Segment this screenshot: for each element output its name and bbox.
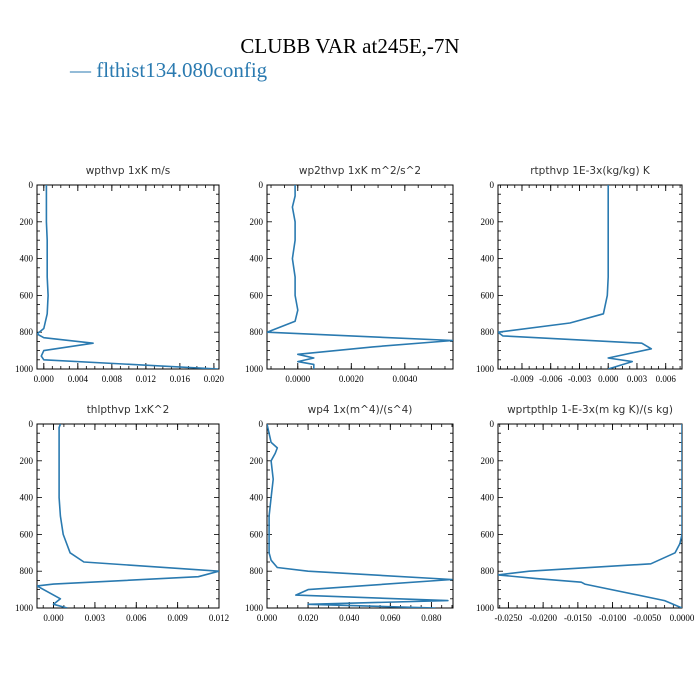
- y-tick-label: 0: [259, 180, 264, 190]
- y-tick-label: 0: [29, 419, 34, 429]
- y-tick-label: 1000: [476, 603, 495, 613]
- legend: — flthist134.080config: [70, 58, 267, 83]
- plot-frame: [266, 423, 454, 609]
- y-tick-label: 0: [29, 180, 34, 190]
- x-tick-label: 0.012: [209, 613, 229, 623]
- series-line-1: [498, 185, 653, 369]
- subplot-title: wp2thvp 1xK m^2/s^2: [299, 165, 421, 177]
- x-tick-label: 0.0040: [392, 374, 417, 384]
- y-tick-label: 200: [481, 217, 495, 227]
- y-tick-label: 400: [250, 254, 264, 264]
- x-tick-label: -0.003: [568, 374, 592, 384]
- x-tick-label: 0.004: [68, 374, 89, 384]
- plot-frame: [497, 184, 683, 370]
- x-tick-label: 0.000: [257, 613, 278, 623]
- subplot-title: wpthvp 1xK m/s: [86, 165, 171, 177]
- x-tick-label: 0.0000: [285, 374, 310, 384]
- y-tick-label: 800: [481, 327, 495, 337]
- x-tick-label: 0.000: [34, 374, 55, 384]
- y-tick-label: 600: [20, 290, 34, 300]
- legend-line-icon: —: [70, 58, 91, 82]
- subplot-2: wp2thvp 1xK m^2/s^2 0 200 400 600 800 1000 0.00…: [245, 165, 454, 384]
- y-tick-label: 600: [481, 290, 495, 300]
- y-tick-label: 400: [481, 254, 495, 264]
- x-tick-label: 0.020: [298, 613, 319, 623]
- series-line-1: [267, 424, 453, 608]
- y-tick-label: 1000: [245, 364, 264, 374]
- y-tick-label: 800: [20, 566, 34, 576]
- y-tick-label: 600: [250, 529, 264, 539]
- subplot-3: rtpthvp 1E-3x(kg/kg) K 0 200 400 600 800 1000 -…: [476, 165, 683, 384]
- y-tick-label: 600: [481, 529, 495, 539]
- y-tick-label: 200: [20, 456, 34, 466]
- subplot-title: rtpthvp 1E-3x(kg/kg) K: [530, 165, 651, 177]
- series-line-1: [37, 185, 219, 369]
- series-line-1: [37, 424, 219, 608]
- y-tick-label: 200: [481, 456, 495, 466]
- y-tick-label: 400: [250, 493, 264, 503]
- x-tick-label: 0.0020: [339, 374, 364, 384]
- y-tick-label: 400: [481, 493, 495, 503]
- x-tick-label: 0.006: [126, 613, 147, 623]
- subplot-title: wprtpthlp 1-E-3x(m kg K)/(s kg): [507, 404, 673, 416]
- legend-label: flthist134.080config: [96, 58, 268, 82]
- subplot-title: thlpthvp 1xK^2: [87, 404, 170, 416]
- x-tick-label: -0.0200: [529, 613, 557, 623]
- x-tick-label: 0.000: [43, 613, 64, 623]
- x-tick-label: 0.012: [136, 374, 156, 384]
- x-tick-label: -0.0250: [495, 613, 523, 623]
- x-tick-label: 0.080: [421, 613, 442, 623]
- y-tick-label: 0: [490, 419, 495, 429]
- x-tick-label: -0.0100: [599, 613, 627, 623]
- x-tick-label: -0.0150: [564, 613, 592, 623]
- subplot-6: wprtpthlp 1-E-3x(m kg K)/(s kg) 0 200 400 60…: [476, 404, 695, 623]
- x-tick-label: 0.003: [85, 613, 106, 623]
- x-tick-label: 0.040: [339, 613, 360, 623]
- y-tick-label: 0: [259, 419, 264, 429]
- y-tick-label: 200: [250, 217, 264, 227]
- y-tick-label: 400: [20, 493, 34, 503]
- x-tick-label: 0.006: [656, 374, 677, 384]
- subplot-4: thlpthvp 1xK^2 0 200 400 600 800 1000 0.000 0.00…: [15, 404, 229, 623]
- x-tick-label: -0.0050: [633, 613, 661, 623]
- y-tick-label: 600: [250, 290, 264, 300]
- x-tick-label: 0.0000: [670, 613, 695, 623]
- x-tick-label: 0.009: [168, 613, 189, 623]
- subplot-title: wp4 1x(m^4)/(s^4): [308, 404, 413, 416]
- x-tick-label: -0.009: [510, 374, 534, 384]
- y-tick-label: 1000: [476, 364, 495, 374]
- x-tick-label: 0.008: [102, 374, 123, 384]
- y-tick-label: 800: [250, 566, 264, 576]
- y-tick-label: 800: [250, 327, 264, 337]
- plot-frame: [497, 423, 683, 609]
- y-tick-label: 0: [490, 180, 495, 190]
- y-tick-label: 200: [250, 456, 264, 466]
- x-tick-label: 0.000: [598, 374, 619, 384]
- figure-title: CLUBB VAR at245E,-7N: [240, 34, 460, 58]
- x-tick-label: 0.003: [627, 374, 648, 384]
- x-tick-label: -0.006: [539, 374, 563, 384]
- x-tick-label: 0.016: [170, 374, 191, 384]
- y-tick-label: 800: [481, 566, 495, 576]
- y-tick-label: 1000: [245, 603, 264, 613]
- y-tick-label: 1000: [15, 603, 34, 613]
- y-tick-label: 200: [20, 217, 34, 227]
- x-tick-label: 0.020: [204, 374, 225, 384]
- y-tick-label: 1000: [15, 364, 34, 374]
- x-tick-label: 0.060: [380, 613, 401, 623]
- y-tick-label: 400: [20, 254, 34, 264]
- series-line-1: [498, 424, 682, 608]
- plot-frame: [36, 184, 220, 370]
- y-tick-label: 800: [20, 327, 34, 337]
- series-line-1: [267, 185, 453, 369]
- y-tick-label: 600: [20, 529, 34, 539]
